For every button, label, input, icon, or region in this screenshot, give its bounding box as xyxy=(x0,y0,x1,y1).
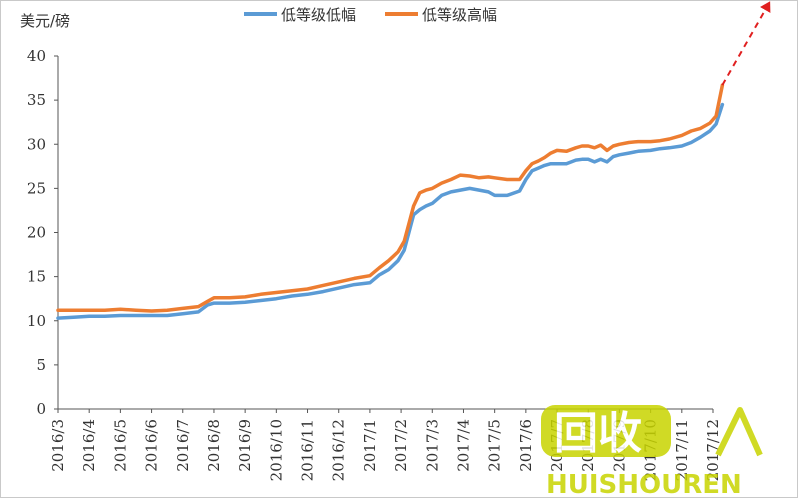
x-ticks: 2016/3 2016/4 2016/5 2016/6 2016/7 2016/8 2016… xyxy=(49,409,722,481)
x-tick-label: 2016/5 xyxy=(111,419,129,472)
y-tick-label: 15 xyxy=(27,268,46,286)
series-line-0 xyxy=(56,102,725,320)
x-tick-label: 2016/10 xyxy=(267,419,285,481)
x-tick-label: 2016/7 xyxy=(174,419,192,472)
x-tick-label: 2016/3 xyxy=(49,419,67,472)
y-tick-label: 10 xyxy=(27,312,46,330)
y-tick-label: 30 xyxy=(27,135,46,153)
x-tick-label: 2017/12 xyxy=(704,419,722,481)
y-tick-label: 25 xyxy=(27,179,46,197)
x-tick-label: 2017/11 xyxy=(673,419,691,481)
trend-arrow xyxy=(721,1,771,86)
x-tick-label: 2016/11 xyxy=(299,419,317,481)
x-tick-label: 2016/9 xyxy=(236,419,254,472)
legend-label-low-width: 低等级低幅 xyxy=(281,6,356,24)
x-tick-label: 2017/4 xyxy=(454,419,472,472)
trend-arrow-line xyxy=(721,1,771,86)
legend-label-high-width: 低等级高幅 xyxy=(422,6,497,24)
y-tick-label: 20 xyxy=(27,224,46,242)
watermark-arrow-icon xyxy=(715,407,763,457)
x-tick-label: 2017/3 xyxy=(423,419,441,472)
watermark-main-text: 回收 xyxy=(554,408,642,459)
y-tick-label: 35 xyxy=(27,91,46,109)
y-axis-label: 美元/磅 xyxy=(20,12,70,30)
x-tick-label: 2016/4 xyxy=(80,419,98,472)
watermark-logo: 回收 HUISHOUREN xyxy=(541,405,763,500)
legend: 低等级低幅 低等级高幅 xyxy=(244,6,497,24)
axes xyxy=(57,56,713,410)
y-tick-label: 40 xyxy=(27,47,46,65)
x-tick-label: 2016/6 xyxy=(143,419,161,472)
y-ticks: 0 5 10 15 20 25 30 35 40 xyxy=(27,47,58,418)
y-tick-label: 5 xyxy=(36,356,46,374)
x-tick-label: 2017/5 xyxy=(486,419,504,472)
series-line-1 xyxy=(56,83,725,313)
x-tick-label: 2016/8 xyxy=(205,419,223,472)
x-tick-label: 2017/2 xyxy=(392,419,410,472)
watermark-badge xyxy=(541,405,671,457)
y-tick-label: 0 xyxy=(36,400,46,418)
x-tick-label: 2017/1 xyxy=(361,419,379,472)
watermark-sub-text: HUISHOUREN xyxy=(546,470,742,500)
x-tick-label: 2016/12 xyxy=(330,419,348,481)
x-tick-label: 2017/6 xyxy=(517,419,535,472)
series-lines xyxy=(56,83,725,320)
